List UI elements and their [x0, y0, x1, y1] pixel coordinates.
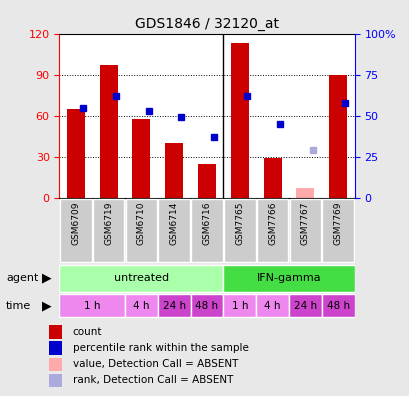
Bar: [132, 118, 150, 198]
Bar: [67, 109, 85, 198]
Text: 4 h: 4 h: [264, 301, 280, 311]
Text: 24 h: 24 h: [162, 301, 185, 311]
Bar: [125, 294, 157, 318]
Text: GSM6709: GSM6709: [71, 201, 80, 245]
Title: GDS1846 / 32120_at: GDS1846 / 32120_at: [135, 17, 279, 31]
Bar: [223, 294, 256, 318]
Text: GSM7765: GSM7765: [235, 201, 244, 245]
Bar: [263, 158, 281, 198]
Bar: [321, 294, 354, 318]
Text: 24 h: 24 h: [293, 301, 316, 311]
Bar: [230, 43, 248, 198]
Text: 1 h: 1 h: [231, 301, 247, 311]
Bar: [49, 374, 62, 387]
Bar: [198, 164, 216, 198]
Bar: [321, 199, 353, 262]
Bar: [165, 143, 183, 198]
Bar: [49, 341, 62, 355]
Bar: [158, 199, 190, 262]
Bar: [60, 199, 92, 262]
Text: IFN-gamma: IFN-gamma: [256, 273, 321, 283]
Text: GSM7767: GSM7767: [300, 201, 309, 245]
Text: 1 h: 1 h: [84, 301, 100, 311]
Bar: [49, 358, 62, 371]
Bar: [59, 265, 223, 291]
Bar: [59, 294, 125, 318]
Bar: [296, 188, 314, 198]
Text: 4 h: 4 h: [133, 301, 149, 311]
Text: percentile rank within the sample: percentile rank within the sample: [72, 343, 248, 353]
Text: time: time: [6, 301, 31, 311]
Text: GSM7769: GSM7769: [333, 201, 342, 245]
Bar: [157, 294, 190, 318]
Bar: [125, 199, 157, 262]
Bar: [191, 199, 222, 262]
Text: count: count: [72, 327, 102, 337]
Bar: [49, 326, 62, 339]
Bar: [223, 199, 255, 262]
Text: rank, Detection Call = ABSENT: rank, Detection Call = ABSENT: [72, 375, 232, 385]
Text: GSM6719: GSM6719: [104, 201, 113, 245]
Text: value, Detection Call = ABSENT: value, Detection Call = ABSENT: [72, 359, 237, 369]
Text: agent: agent: [6, 273, 38, 283]
Text: GSM6710: GSM6710: [137, 201, 146, 245]
Text: ▶: ▶: [42, 272, 51, 285]
Text: GSM6716: GSM6716: [202, 201, 211, 245]
Bar: [289, 199, 321, 262]
Bar: [256, 294, 288, 318]
Text: untreated: untreated: [114, 273, 169, 283]
Text: GSM7766: GSM7766: [267, 201, 276, 245]
Bar: [256, 199, 288, 262]
Bar: [288, 294, 321, 318]
Bar: [328, 75, 346, 198]
Bar: [190, 294, 223, 318]
Text: 48 h: 48 h: [326, 301, 349, 311]
Bar: [92, 199, 124, 262]
Text: 48 h: 48 h: [195, 301, 218, 311]
Bar: [223, 265, 354, 291]
Text: GSM6714: GSM6714: [169, 201, 178, 245]
Bar: [99, 65, 117, 198]
Text: ▶: ▶: [42, 299, 51, 312]
